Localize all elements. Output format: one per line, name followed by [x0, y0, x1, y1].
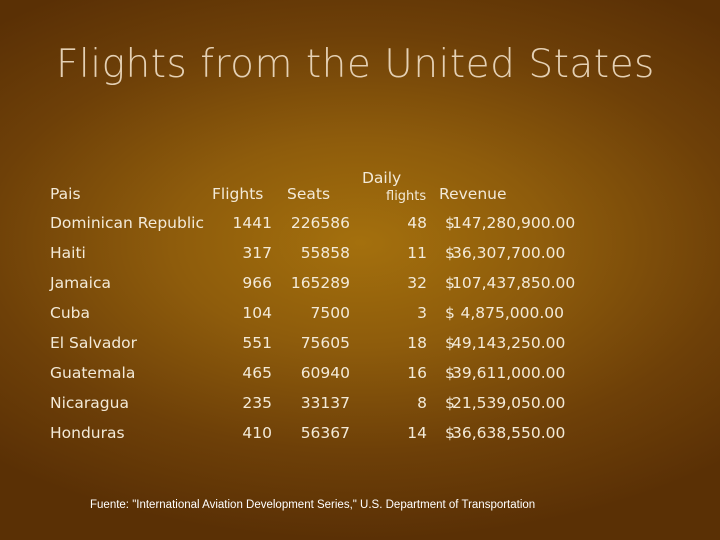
cell-seats: 165289 [290, 274, 350, 292]
cell-seats: 56367 [300, 424, 350, 442]
header-seats: Seats [287, 185, 331, 203]
cell-revenue-sign: $ [445, 334, 455, 352]
cell-daily: 16 [407, 364, 427, 382]
header-flights: Flights [212, 185, 264, 203]
cell-revenue-sign: $ [445, 304, 455, 322]
cell-revenue: 39,611,000.00 [452, 364, 566, 382]
cell-revenue: 49,143,250.00 [452, 334, 566, 352]
cell-revenue: 36,307,700.00 [452, 244, 566, 262]
header-daily: Daily [362, 169, 402, 187]
cell-daily: 32 [407, 274, 427, 292]
cell-seats: 33137 [300, 394, 350, 412]
cell-revenue: 107,437,850.00 [452, 274, 576, 292]
cell-daily: 3 [417, 304, 427, 322]
cell-flights: 104 [242, 304, 272, 322]
cell-flights: 966 [242, 274, 272, 292]
cell-revenue-sign: $ [445, 244, 455, 262]
cell-revenue: 147,280,900.00 [452, 214, 576, 232]
cell-flights: 317 [242, 244, 272, 262]
header-daily-flights: flights [386, 189, 427, 204]
header-revenue: Revenue [439, 185, 507, 203]
cell-seats: 55858 [300, 244, 350, 262]
cell-revenue-sign: $ [445, 394, 455, 412]
cell-daily: 14 [407, 424, 427, 442]
cell-revenue: 36,638,550.00 [452, 424, 566, 442]
cell-daily: 18 [407, 334, 427, 352]
cell-daily: 48 [407, 214, 427, 232]
cell-revenue: 4,875,000.00 [460, 304, 564, 322]
cell-seats: 7500 [310, 304, 350, 322]
cell-country: Cuba [50, 304, 90, 322]
cell-country: Jamaica [50, 274, 111, 292]
cell-country: El Salvador [50, 334, 138, 352]
slide-title: Flights from the United States [56, 42, 655, 87]
cell-flights: 235 [242, 394, 272, 412]
cell-flights: 410 [242, 424, 272, 442]
cell-revenue-sign: $ [445, 274, 455, 292]
header-country: Pais [50, 185, 81, 203]
cell-revenue-sign: $ [445, 424, 455, 442]
cell-daily: 11 [407, 244, 427, 262]
cell-seats: 226586 [290, 214, 350, 232]
cell-seats: 60940 [300, 364, 350, 382]
cell-country: Haiti [50, 244, 86, 262]
cell-flights: 465 [242, 364, 272, 382]
cell-flights: 551 [242, 334, 272, 352]
cell-revenue-sign: $ [445, 364, 455, 382]
cell-country: Guatemala [50, 364, 136, 382]
source-footnote: Fuente: "International Aviation Developm… [90, 499, 536, 511]
cell-revenue: 21,539,050.00 [452, 394, 566, 412]
cell-revenue-sign: $ [445, 214, 455, 232]
cell-country: Honduras [50, 424, 125, 442]
cell-seats: 75605 [300, 334, 350, 352]
cell-daily: 8 [417, 394, 427, 412]
cell-flights: 1441 [232, 214, 272, 232]
cell-country: Dominican Republic [50, 214, 204, 232]
cell-country: Nicaragua [50, 394, 129, 412]
